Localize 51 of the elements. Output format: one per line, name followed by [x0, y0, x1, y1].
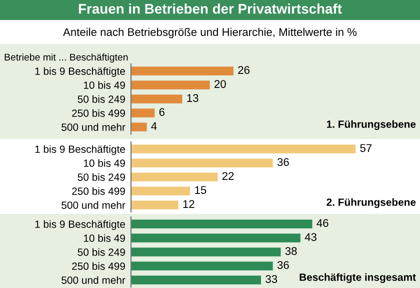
chart-title: Frauen in Betrieben der Privatwirtschaft: [78, 4, 342, 14]
y-tick-label: 50 bis 249: [78, 173, 125, 181]
bar: [131, 158, 273, 168]
bar: [131, 66, 234, 76]
y-tick-label: 250 bis 499: [72, 187, 125, 195]
y-tick-label: 10 bis 49: [84, 234, 125, 242]
bar: [131, 172, 218, 182]
bar: [131, 94, 182, 104]
data-label: 38: [285, 247, 297, 255]
data-label: 43: [304, 233, 316, 241]
chart-subtitle: Anteile nach Betriebsgröße und Hierarchie, Mittelwerte in %: [63, 28, 357, 38]
data-label: 26: [238, 66, 250, 74]
y-tick-label: 1 bis 9 Beschäftigte: [35, 220, 125, 230]
bar: [131, 200, 178, 210]
data-label: 46: [316, 219, 328, 227]
annotation: 2. Führungsebene: [326, 198, 416, 208]
bar: [131, 108, 155, 118]
data-label: 36: [277, 261, 289, 269]
bar: [131, 262, 273, 270]
y-tick-label: 500 und mehr: [62, 201, 126, 209]
data-label: 20: [214, 80, 226, 88]
y-tick-label: 1 bis 9 Beschäftigte: [35, 145, 125, 155]
y-tick-label: 250 bis 499: [72, 262, 125, 270]
data-label: 4: [151, 122, 157, 130]
bar: [131, 220, 312, 228]
y-tick-label: 50 bis 249: [78, 95, 125, 103]
y-tick-label: 10 bis 49: [84, 81, 125, 89]
bar: [131, 248, 281, 256]
data-label: 57: [360, 144, 372, 152]
y-tick-label: 250 bis 499: [72, 109, 125, 117]
annotation: Beschäftigte insgesamt: [300, 273, 416, 283]
bar: [131, 80, 210, 90]
data-label: 15: [195, 186, 206, 194]
bar: [131, 276, 262, 284]
data-label: 22: [222, 172, 234, 180]
data-label: 36: [277, 158, 289, 166]
y-tick-label: 10 bis 49: [84, 159, 125, 167]
data-label: 13: [187, 94, 198, 102]
data-label: 6: [159, 108, 164, 116]
y-tick-label: 50 bis 249: [78, 248, 125, 256]
bar: [131, 122, 147, 132]
data-label: 33: [266, 275, 278, 283]
bar: [131, 234, 300, 242]
y-tick-label: 500 und mehr: [62, 123, 126, 131]
bar: [131, 144, 356, 154]
y-axis-title: Betriebe mit ... Beschäftigten: [4, 53, 128, 63]
y-tick-label: 1 bis 9 Beschäftigte: [35, 67, 125, 77]
bar: [131, 186, 190, 196]
y-tick-label: 500 und mehr: [62, 276, 126, 284]
text: 1. Führungsebene: [326, 120, 416, 130]
data-label: 12: [183, 200, 194, 208]
